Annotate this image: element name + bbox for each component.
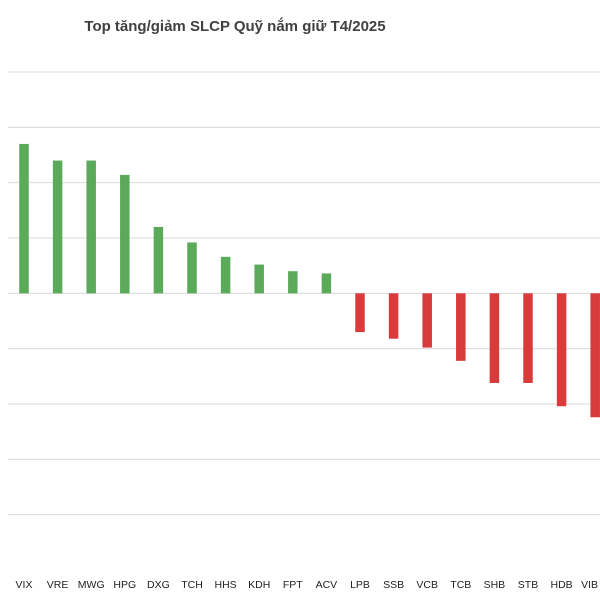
bar-shb	[489, 293, 500, 383]
x-tick-label: HDB	[551, 579, 573, 591]
bar-acv	[321, 273, 332, 294]
bar-hhs	[220, 256, 231, 294]
chart-title: Top tăng/giảm SLCP Quỹ nắm giữ T4/2025	[84, 18, 386, 35]
bar-lpb	[355, 293, 365, 333]
bar-vre	[52, 160, 63, 294]
bar-ssb	[388, 293, 399, 339]
x-tick-label: SSB	[383, 579, 404, 591]
bar-vib	[590, 293, 600, 418]
x-tick-label: KDH	[248, 579, 270, 591]
x-tick-label: ACV	[316, 579, 338, 591]
x-tick-label: LPB	[350, 579, 370, 591]
x-tick-label: STB	[518, 579, 538, 591]
x-tick-label: VCB	[416, 579, 438, 591]
bar-vix	[19, 143, 29, 294]
x-tick-label: MWG	[78, 579, 105, 591]
x-tick-label: VIX	[16, 579, 33, 591]
bar-dxg	[153, 226, 164, 294]
bar-fpt	[288, 271, 298, 294]
bar-stb	[523, 293, 533, 383]
bar-tcb	[456, 293, 466, 361]
bar-hdb	[556, 293, 567, 407]
bar-hpg	[120, 174, 130, 294]
bar-vcb	[422, 293, 432, 348]
x-tick-label: VIB	[581, 579, 598, 591]
x-tick-label: DXG	[147, 579, 170, 591]
x-tick-label: FPT	[283, 579, 303, 591]
x-tick-label: SHB	[484, 579, 506, 591]
bars	[19, 143, 600, 418]
x-axis-labels: VIX VRE MWG HPG DXG TCH HHS KDH FPT ACV LPB SSB VCB T…	[16, 579, 598, 591]
bar-tch	[187, 242, 197, 294]
bar-mwg	[86, 160, 96, 294]
x-tick-label: TCB	[450, 579, 471, 591]
x-tick-label: TCH	[181, 579, 203, 591]
x-tick-label: HPG	[113, 579, 136, 591]
gridlines	[8, 71, 600, 516]
x-tick-label: HHS	[215, 579, 237, 591]
x-tick-label: VRE	[47, 579, 69, 591]
bar-kdh	[254, 264, 264, 294]
